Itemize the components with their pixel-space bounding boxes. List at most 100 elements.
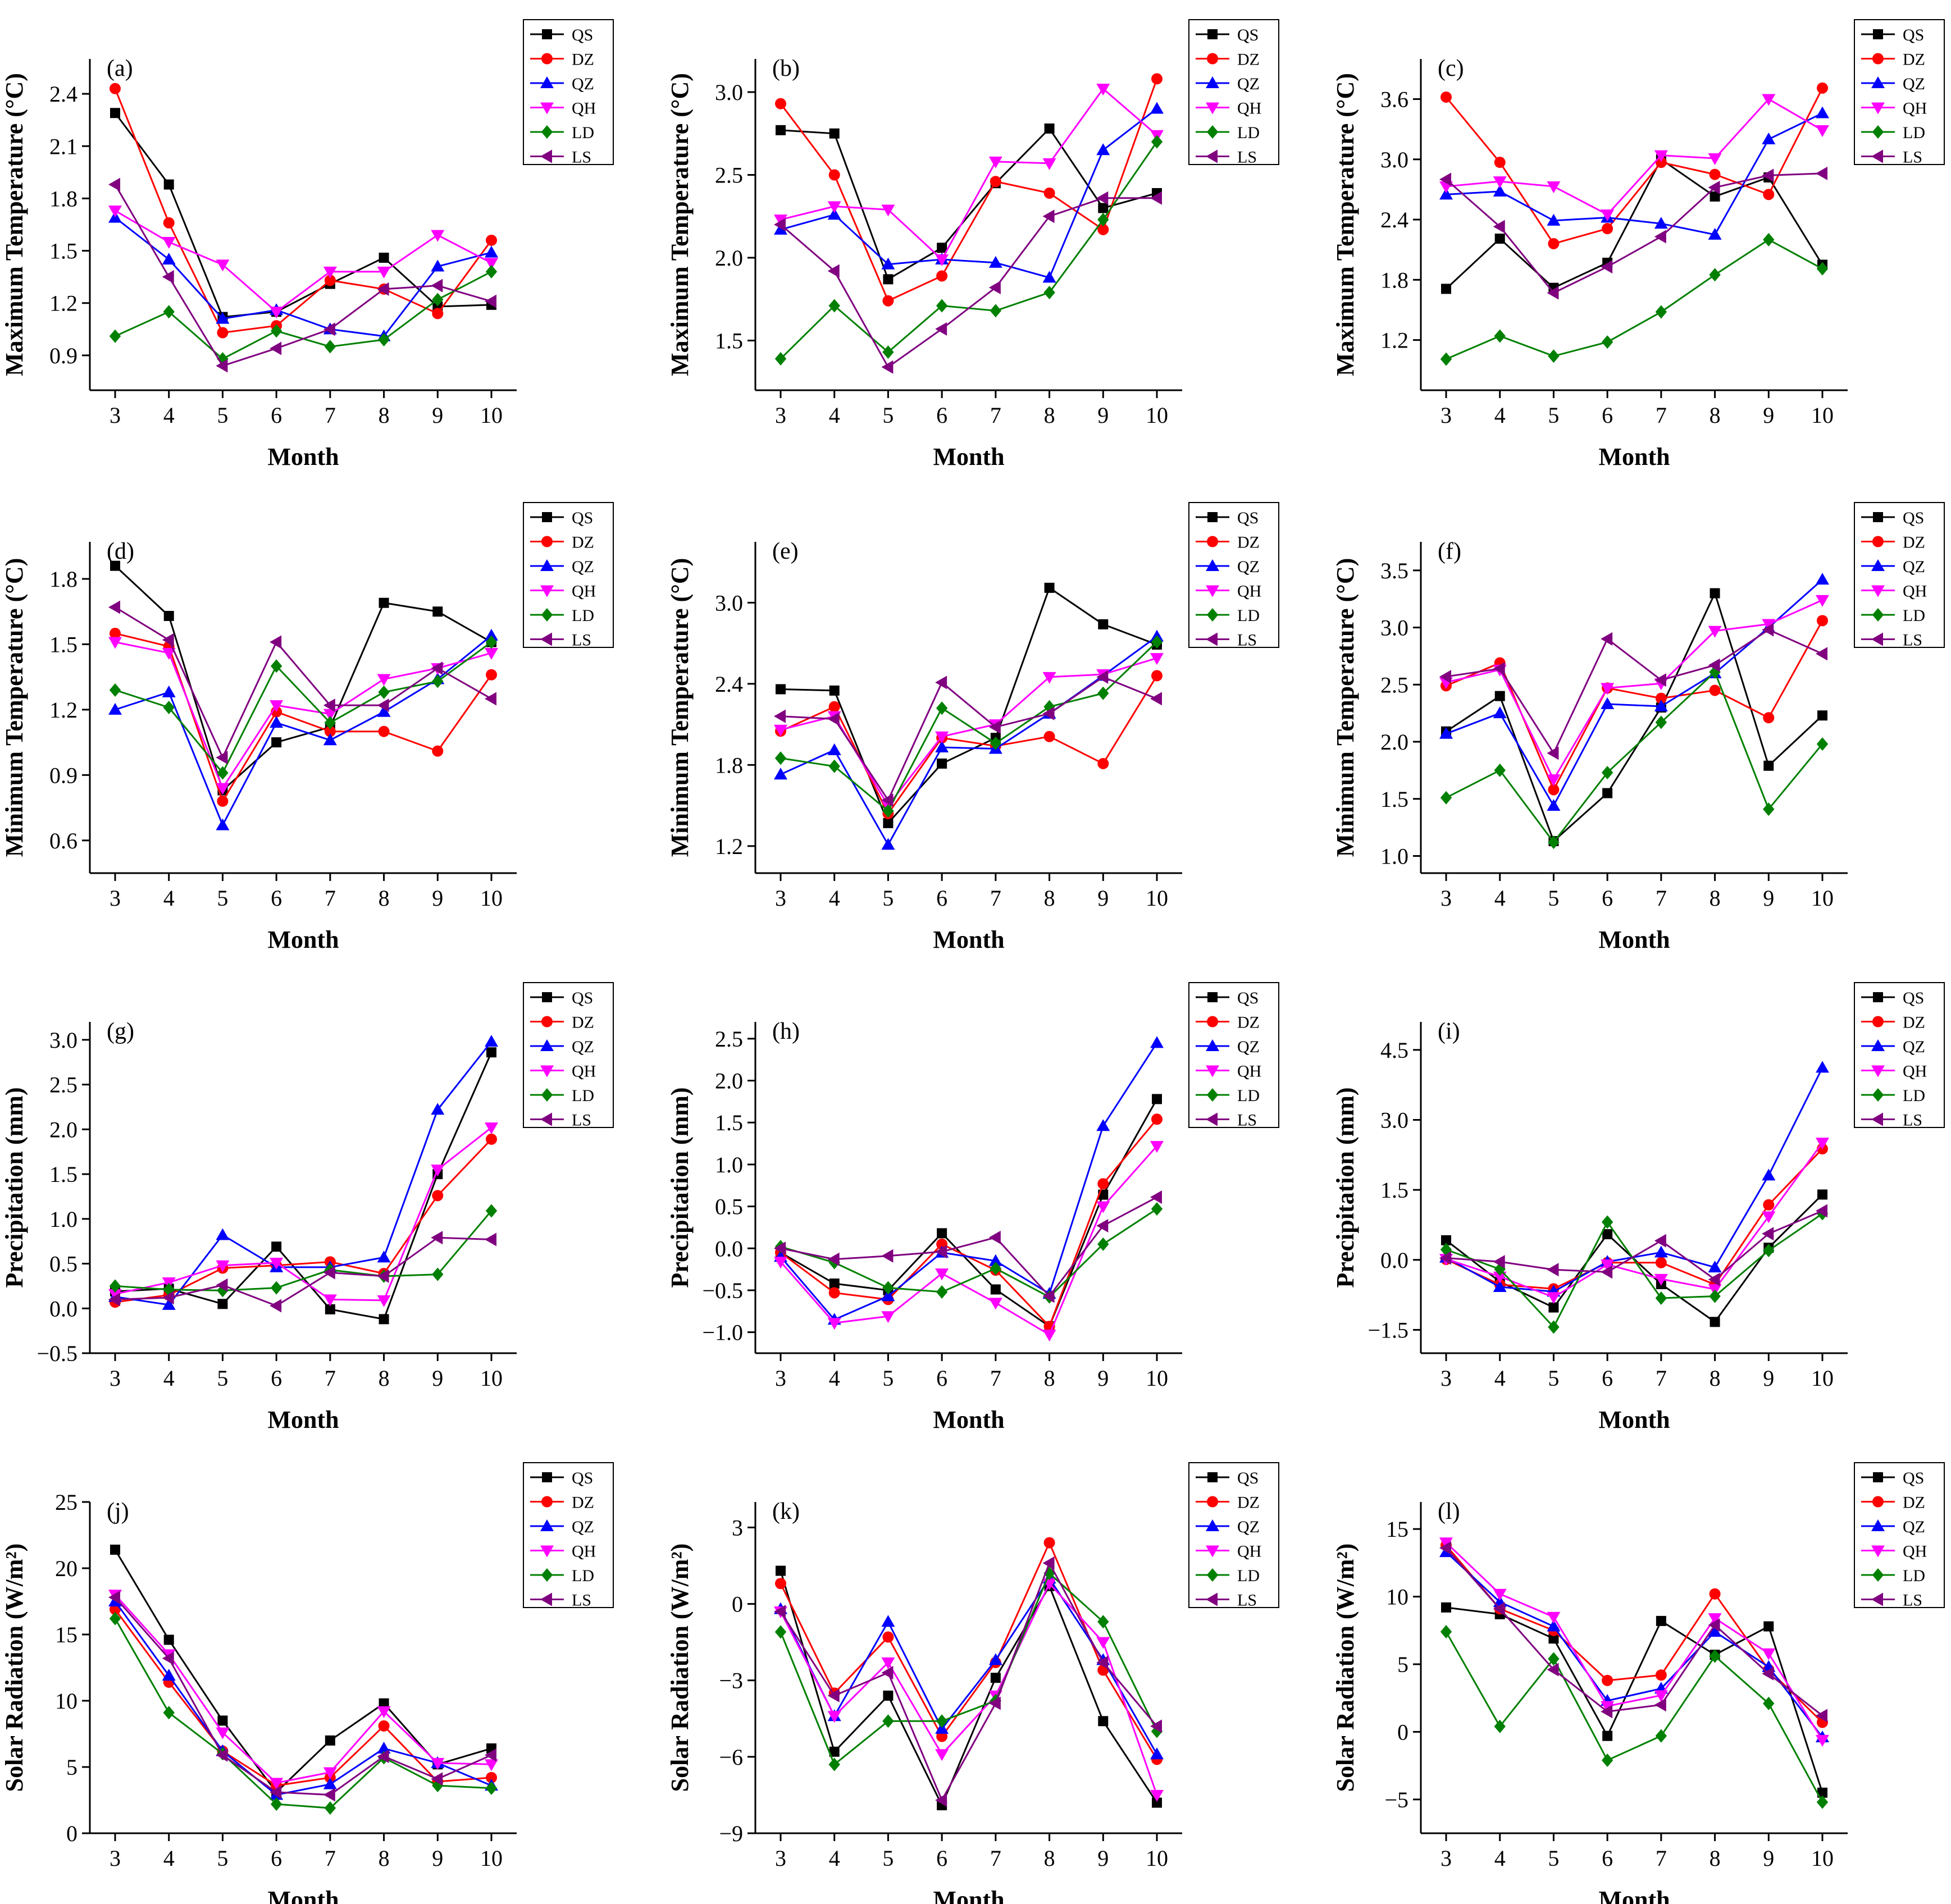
x-tick-label: 9 <box>1097 1366 1109 1391</box>
data-point-qs <box>829 1279 840 1289</box>
data-point-dz <box>1151 670 1163 682</box>
y-tick-label: 1.5 <box>1380 787 1408 812</box>
y-tick-label: 1.8 <box>1380 267 1408 293</box>
legend-marker-qh <box>1206 585 1219 597</box>
series-line-ld <box>1445 1631 1824 1803</box>
y-tick-label: 1.8 <box>715 752 743 778</box>
legend-label-qz: QZ <box>572 1518 594 1536</box>
data-point-qh <box>1547 1292 1561 1304</box>
legend-marker-ld <box>1206 1088 1219 1102</box>
data-point-ld <box>1763 1696 1775 1710</box>
legend-marker-ld <box>1872 125 1884 139</box>
data-point-ls <box>1816 1204 1827 1218</box>
legend-box <box>523 982 614 1128</box>
x-tick-label: 7 <box>1656 1846 1667 1871</box>
data-point-qs <box>1602 1731 1613 1741</box>
legend-marker-ls <box>1206 149 1218 163</box>
data-point-ld <box>1709 268 1721 282</box>
data-point-ls <box>774 709 786 723</box>
data-point-dz <box>1817 82 1828 94</box>
data-point-qz <box>1654 699 1668 711</box>
data-point-qz <box>774 222 787 235</box>
series-line-ld <box>1446 670 1824 844</box>
x-tick-label: 8 <box>1044 1846 1055 1871</box>
data-point-dz <box>1043 187 1055 199</box>
legend-marker-ld <box>1206 1568 1219 1582</box>
series-line-qh <box>114 1594 492 1784</box>
legend-label-ld: LD <box>1237 1086 1260 1105</box>
legend-marker-qz <box>540 559 554 571</box>
legend-label-dz: DZ <box>1903 1013 1925 1032</box>
legend-label-dz: DZ <box>1903 1494 1925 1512</box>
data-point-ls <box>1762 1227 1774 1241</box>
series-line-qh <box>1446 599 1823 782</box>
x-tick-label: 5 <box>217 403 228 428</box>
series-line-qh <box>1445 1542 1824 1741</box>
x-axis-title: Month <box>933 1886 1004 1904</box>
data-point-qh <box>270 1257 284 1270</box>
legend-label-qh: QH <box>572 1542 596 1561</box>
legend-marker-qh <box>1871 585 1885 597</box>
data-point-qh <box>485 1122 498 1135</box>
data-point-ls <box>774 218 786 231</box>
legend-marker-ls <box>1871 149 1883 163</box>
y-tick-label: 2.5 <box>715 163 743 188</box>
legend-label-dz: DZ <box>572 51 594 69</box>
data-point-dz <box>217 327 229 339</box>
legend-marker-qh <box>1871 102 1885 115</box>
series-line-ls <box>1445 1547 1823 1716</box>
panel-label: (h) <box>772 1019 800 1044</box>
data-point-dz <box>110 628 121 640</box>
data-point-ld <box>1151 635 1163 649</box>
series-line-ls <box>780 1196 1157 1298</box>
data-point-qz <box>1708 1261 1722 1273</box>
data-point-ld <box>324 1801 336 1815</box>
data-point-qh <box>1762 1648 1776 1660</box>
x-tick-label: 3 <box>1441 403 1452 428</box>
y-tick-label: −0.5 <box>37 1341 78 1366</box>
legend-label-ld: LD <box>572 1567 594 1585</box>
data-point-dz <box>882 295 894 307</box>
data-point-qz <box>323 1777 337 1789</box>
series-line-qz <box>1445 1551 1824 1738</box>
data-point-qh <box>270 1778 284 1790</box>
data-point-qs <box>1710 1317 1720 1327</box>
legend-marker-qs <box>542 992 552 1002</box>
data-point-qz <box>1547 798 1561 811</box>
data-point-ld <box>1440 1625 1452 1639</box>
data-point-qz <box>1762 133 1776 145</box>
legend-marker-dz <box>541 53 553 65</box>
data-point-ld <box>109 1611 121 1626</box>
y-tick-label: 25 <box>55 1490 78 1515</box>
series-line-qz <box>115 217 492 337</box>
panel-g: −0.5 0.0 0.5 1.0 1.5 2.0 2.5 3.0 3 4 5 6 7 8 9 10 Month P… <box>1 982 614 1433</box>
data-point-ld <box>270 1797 282 1811</box>
data-point-ld <box>378 332 390 346</box>
data-point-qh <box>1708 153 1722 165</box>
y-axis-title: Precipitation (mm) <box>1332 1087 1359 1287</box>
data-point-ld <box>1097 686 1109 700</box>
data-point-qh <box>1708 625 1722 638</box>
data-point-qh <box>1096 1201 1110 1213</box>
data-point-ls <box>1708 180 1720 194</box>
data-point-ls <box>1439 172 1451 186</box>
x-tick-label: 7 <box>325 1366 336 1391</box>
legend-label-qz: QZ <box>1903 75 1925 93</box>
legend-label-dz: DZ <box>1237 1494 1260 1512</box>
data-point-ls <box>1708 658 1720 672</box>
data-point-qz <box>108 702 122 715</box>
y-tick-label: −6 <box>719 1745 743 1770</box>
data-point-qz <box>1654 1245 1668 1258</box>
data-point-qz <box>827 743 841 755</box>
legend-label-qh: QH <box>572 99 596 118</box>
data-point-ls <box>1654 1698 1666 1712</box>
legend-label-ls: LS <box>572 148 591 167</box>
x-tick-label: 10 <box>1146 403 1168 428</box>
data-point-qz <box>323 733 337 746</box>
data-point-ls <box>1708 1272 1720 1286</box>
y-tick-label: 0.0 <box>49 1296 78 1321</box>
data-point-ls <box>1708 1618 1720 1632</box>
data-point-qz <box>377 705 391 717</box>
legend-marker-ls <box>1206 632 1218 646</box>
x-tick-label: 10 <box>1146 885 1168 911</box>
